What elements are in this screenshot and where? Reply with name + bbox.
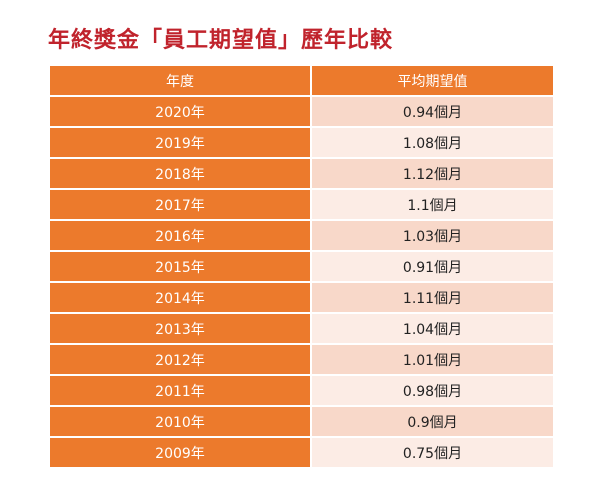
year-cell: 2018年 <box>50 159 312 190</box>
year-cell: 2014年 <box>50 283 312 314</box>
year-cell: 2017年 <box>50 190 312 221</box>
year-cell: 2020年 <box>50 97 312 128</box>
year-cell: 2016年 <box>50 221 312 252</box>
year-cell: 2011年 <box>50 376 312 407</box>
table-row: 2013年 1.04個月 <box>50 314 553 345</box>
table-row: 2016年 1.03個月 <box>50 221 553 252</box>
table-row: 2014年 1.11個月 <box>50 283 553 314</box>
year-cell: 2015年 <box>50 252 312 283</box>
value-cell: 0.9個月 <box>312 407 553 438</box>
value-cell: 1.12個月 <box>312 159 553 190</box>
page-title: 年終獎金「員工期望值」歷年比較 <box>48 28 394 53</box>
value-cell: 0.94個月 <box>312 97 553 128</box>
year-cell: 2019年 <box>50 128 312 159</box>
year-cell: 2010年 <box>50 407 312 438</box>
table-row: 2019年 1.08個月 <box>50 128 553 159</box>
value-cell: 0.91個月 <box>312 252 553 283</box>
value-cell: 1.01個月 <box>312 345 553 376</box>
value-cell: 1.1個月 <box>312 190 553 221</box>
value-cell: 1.04個月 <box>312 314 553 345</box>
table-row: 2017年 1.1個月 <box>50 190 553 221</box>
value-cell: 1.11個月 <box>312 283 553 314</box>
table-row: 2020年 0.94個月 <box>50 97 553 128</box>
value-cell: 0.75個月 <box>312 438 553 469</box>
table-row: 2015年 0.91個月 <box>50 252 553 283</box>
table-row: 2018年 1.12個月 <box>50 159 553 190</box>
table-row: 2009年 0.75個月 <box>50 438 553 469</box>
table-row: 2011年 0.98個月 <box>50 376 553 407</box>
value-cell: 1.03個月 <box>312 221 553 252</box>
table-header-row: 年度 平均期望值 <box>50 66 553 97</box>
table-row: 2012年 1.01個月 <box>50 345 553 376</box>
year-cell: 2009年 <box>50 438 312 469</box>
table-row: 2010年 0.9個月 <box>50 407 553 438</box>
column-header-average: 平均期望值 <box>312 66 553 97</box>
year-cell: 2013年 <box>50 314 312 345</box>
value-cell: 0.98個月 <box>312 376 553 407</box>
bonus-expectation-table: 年度 平均期望值 2020年 0.94個月 2019年 1.08個月 2018年… <box>50 66 553 469</box>
year-cell: 2012年 <box>50 345 312 376</box>
value-cell: 1.08個月 <box>312 128 553 159</box>
column-header-year: 年度 <box>50 66 312 97</box>
